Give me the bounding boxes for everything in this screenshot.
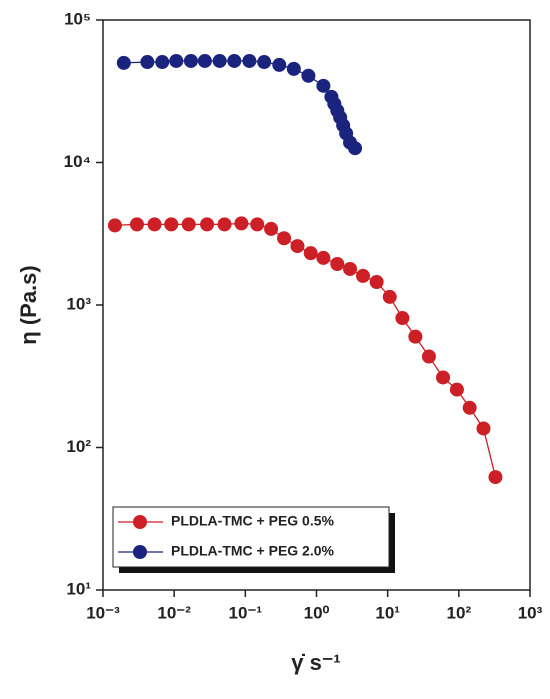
x-tick-label: 10⁰ xyxy=(304,603,330,622)
data-point xyxy=(169,53,184,68)
data-point xyxy=(286,61,301,76)
data-point xyxy=(277,231,292,246)
legend-label: PLDLA-TMC + PEG 0.5% xyxy=(171,513,335,529)
data-point xyxy=(264,221,279,236)
x-tick-label: 10¹ xyxy=(375,603,400,622)
legend-label: PLDLA-TMC + PEG 2.0% xyxy=(171,543,335,559)
data-point xyxy=(290,239,305,254)
data-point xyxy=(449,382,464,397)
y-axis-label: η (Pa.s) xyxy=(16,265,41,344)
data-point xyxy=(301,68,316,83)
data-point xyxy=(200,217,215,232)
data-point xyxy=(303,246,318,261)
y-tick-label: 10⁴ xyxy=(64,152,91,171)
data-point xyxy=(348,141,363,156)
data-point xyxy=(382,289,397,304)
data-point xyxy=(183,53,198,68)
data-point xyxy=(369,275,384,290)
x-tick-label: 10³ xyxy=(518,603,543,622)
legend-box xyxy=(112,506,390,568)
data-point xyxy=(234,216,249,231)
x-tick-label: 10² xyxy=(447,603,472,622)
data-point xyxy=(421,349,436,364)
data-point xyxy=(408,329,423,344)
x-tick-label: 10⁻² xyxy=(157,603,191,622)
data-point xyxy=(316,78,331,93)
legend-marker xyxy=(133,545,147,559)
plot-frame xyxy=(102,19,531,591)
data-point xyxy=(217,217,232,232)
data-point xyxy=(436,370,451,385)
data-point xyxy=(395,311,410,326)
x-axis-label: γ̇ s⁻¹ xyxy=(291,650,341,675)
data-point xyxy=(107,218,122,233)
data-point xyxy=(476,421,491,436)
data-point xyxy=(140,55,155,70)
x-tick-label: 10⁻³ xyxy=(86,603,120,622)
data-point xyxy=(250,217,265,232)
data-point xyxy=(330,256,345,271)
data-point xyxy=(147,217,162,232)
data-point xyxy=(116,55,131,70)
data-point xyxy=(316,250,331,265)
y-tick-label: 10¹ xyxy=(66,579,91,598)
legend-marker xyxy=(133,515,147,529)
data-point xyxy=(488,470,503,485)
series-line xyxy=(114,222,497,478)
data-point xyxy=(197,53,212,68)
data-point xyxy=(257,55,272,70)
data-point xyxy=(272,57,287,72)
data-point xyxy=(164,217,179,232)
data-point xyxy=(355,268,370,283)
x-tick-label: 10⁻¹ xyxy=(229,603,263,622)
data-point xyxy=(212,53,227,68)
y-tick-label: 10² xyxy=(66,437,91,456)
data-point xyxy=(129,217,144,232)
data-point xyxy=(181,217,196,232)
data-point xyxy=(343,261,358,276)
y-tick-label: 10⁵ xyxy=(64,9,91,28)
y-tick-label: 10³ xyxy=(66,294,91,313)
data-point xyxy=(155,55,170,70)
series-line xyxy=(123,60,356,149)
data-point xyxy=(242,53,257,68)
data-point xyxy=(227,53,242,68)
data-point xyxy=(462,400,477,415)
